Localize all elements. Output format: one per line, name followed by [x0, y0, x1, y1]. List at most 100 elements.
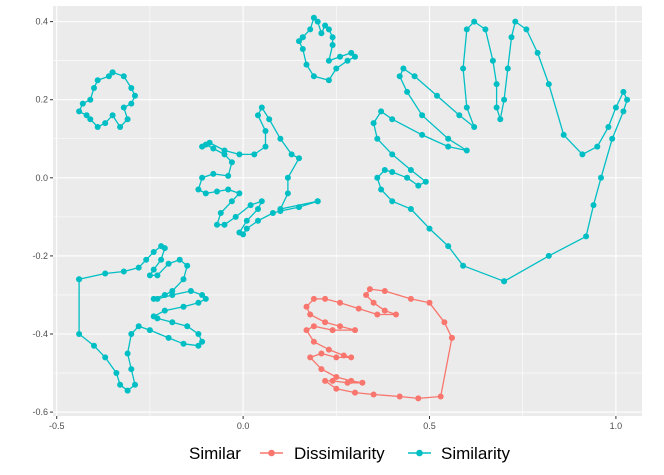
data-point-similarity: [262, 143, 269, 150]
series-similarity-4: [76, 69, 138, 130]
data-point-similarity: [214, 188, 220, 195]
data-point-similarity: [594, 143, 601, 150]
data-point-similarity: [523, 26, 530, 33]
data-point-similarity: [255, 217, 261, 224]
data-point-similarity: [545, 81, 552, 88]
data-point-similarity: [169, 292, 176, 298]
data-point-similarity: [225, 186, 232, 193]
data-point-similarity: [154, 315, 161, 322]
data-point-similarity: [135, 323, 142, 330]
data-point-dissimilarity: [329, 327, 336, 334]
data-point-similarity: [445, 143, 452, 150]
data-point-similarity: [269, 210, 276, 216]
data-point-similarity: [109, 112, 116, 119]
data-point-similarity: [389, 198, 396, 205]
data-point-dissimilarity: [322, 377, 329, 384]
data-point-dissimilarity: [329, 377, 336, 384]
data-point-similarity: [91, 85, 97, 91]
data-point-similarity: [333, 65, 340, 72]
legend: Similar Dissimilarity Similarity: [189, 444, 510, 463]
data-point-similarity: [199, 143, 206, 150]
data-point-dissimilarity: [396, 393, 403, 400]
data-point-similarity: [329, 34, 336, 41]
data-point-similarity: [277, 206, 284, 212]
data-point-similarity: [471, 124, 478, 130]
data-point-dissimilarity: [393, 311, 399, 318]
series-layer: [76, 14, 631, 402]
data-point-similarity: [534, 49, 541, 56]
data-point-similarity: [620, 108, 627, 115]
data-point-similarity: [489, 57, 496, 64]
data-point-dissimilarity: [333, 354, 340, 361]
data-point-similarity: [102, 354, 109, 361]
data-point-similarity: [120, 73, 127, 80]
data-point-similarity: [236, 190, 243, 197]
data-point-similarity: [504, 65, 511, 72]
legend-label-dissimilarity: Dissimilarity: [294, 444, 385, 463]
data-point-similarity: [508, 34, 515, 41]
data-point-similarity: [180, 340, 187, 347]
data-point-dissimilarity: [337, 323, 343, 330]
data-point-similarity: [258, 198, 265, 205]
y-tick-label: 0.2: [35, 95, 48, 105]
data-point-dissimilarity: [381, 307, 388, 314]
data-point-similarity: [135, 264, 142, 271]
data-point-dissimilarity: [426, 299, 433, 306]
data-point-similarity: [296, 38, 302, 45]
data-point-similarity: [396, 73, 403, 80]
data-point-similarity: [314, 18, 321, 25]
data-point-similarity: [202, 295, 209, 302]
data-point-similarity: [128, 366, 135, 373]
data-point-dissimilarity: [303, 327, 310, 334]
data-point-dissimilarity: [366, 286, 373, 293]
data-point-similarity: [91, 342, 97, 349]
data-point-similarity: [419, 112, 426, 119]
data-point-similarity: [583, 233, 590, 240]
data-point-similarity: [307, 26, 314, 33]
series-dissimilarity-5: [303, 286, 455, 402]
data-point-similarity: [124, 116, 131, 123]
data-point-dissimilarity: [374, 311, 381, 318]
data-point-similarity: [415, 182, 422, 189]
data-point-dissimilarity: [355, 305, 362, 312]
data-point-dissimilarity: [370, 391, 377, 398]
data-point-dissimilarity: [322, 319, 329, 326]
legend-key-dissimilarity: [260, 449, 283, 457]
data-point-similarity: [109, 69, 116, 76]
data-point-similarity: [161, 307, 168, 314]
data-point-similarity: [94, 124, 101, 130]
data-point-similarity: [184, 262, 191, 269]
data-point-similarity: [404, 88, 411, 95]
legend-label-similarity: Similarity: [441, 444, 510, 463]
data-point-similarity: [165, 334, 172, 341]
data-point-similarity: [609, 135, 616, 142]
data-point-similarity: [277, 135, 284, 142]
data-point-similarity: [314, 198, 321, 205]
data-point-similarity: [199, 338, 206, 345]
data-point-similarity: [128, 331, 135, 337]
data-point-similarity: [180, 303, 187, 310]
data-point-dissimilarity: [441, 319, 448, 326]
data-point-similarity: [579, 151, 586, 158]
data-point-dissimilarity: [337, 299, 343, 306]
data-point-dissimilarity: [437, 393, 444, 400]
data-point-similarity: [598, 174, 604, 181]
data-point-dissimilarity: [318, 366, 325, 373]
data-point-similarity: [404, 174, 411, 181]
data-point-similarity: [482, 26, 489, 33]
data-point-similarity: [199, 292, 206, 298]
data-point-similarity: [262, 128, 269, 134]
data-point-similarity: [105, 73, 112, 80]
data-point-dissimilarity: [303, 303, 310, 310]
data-point-similarity: [303, 61, 310, 68]
data-point-similarity: [154, 295, 161, 302]
data-point-similarity: [221, 221, 228, 228]
data-point-similarity: [463, 26, 470, 33]
data-point-similarity: [460, 262, 467, 269]
data-point-similarity: [374, 174, 381, 181]
data-point-dissimilarity: [352, 389, 358, 396]
data-point-similarity: [210, 145, 217, 152]
legend-marker-similarity: [416, 449, 423, 457]
data-point-similarity: [344, 57, 351, 64]
data-point-similarity: [378, 186, 385, 193]
